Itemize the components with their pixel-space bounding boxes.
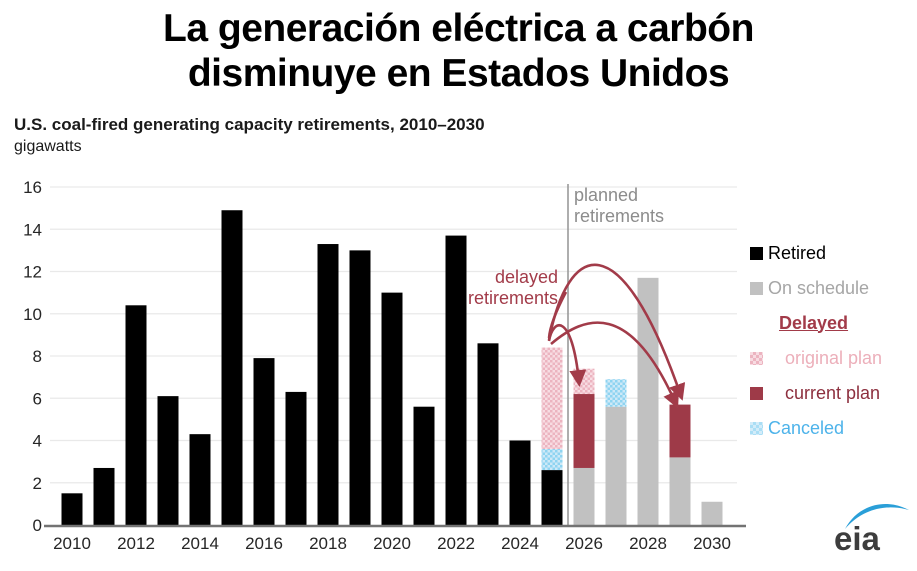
x-axis-tick-label: 2030 — [693, 534, 731, 553]
x-axis-tick-label: 2016 — [245, 534, 283, 553]
legend-item-original-plan: original plan — [750, 346, 882, 370]
delayed-arrow-to-2029-tall — [547, 263, 686, 401]
bar-segment-2026-delayed-current-plan — [573, 394, 595, 468]
y-axis-tick-label: 2 — [33, 474, 42, 493]
bar-segment-2030-on-schedule — [701, 501, 723, 525]
legend-item-label: current plan — [785, 382, 881, 403]
bar-segment-2029-on-schedule — [669, 457, 691, 525]
bar-segment-2020-retired — [381, 292, 403, 525]
planned-annotation-line2: retirements — [574, 206, 665, 226]
y-axis-tick-label: 12 — [23, 263, 42, 282]
current-plan-swatch — [750, 386, 763, 400]
bar-segment-2026-on-schedule — [573, 467, 595, 525]
eia-logo-swoosh-icon — [845, 504, 909, 529]
bar-segment-2027-canceled — [605, 379, 627, 407]
x-axis-tick-label: 2020 — [373, 534, 411, 553]
bar-segment-2027-on-schedule — [605, 406, 627, 525]
delayed-annotation-line1: delayed — [494, 267, 558, 287]
canceled-swatch — [750, 421, 763, 435]
chart-legend: Retired On schedule Delayed original pla… — [750, 241, 882, 440]
y-axis-tick-label: 16 — [23, 178, 42, 197]
bar-segment-2015-retired — [221, 210, 243, 526]
y-axis-unit-label: gigawatts — [14, 138, 82, 155]
bar-segment-2016-retired — [253, 358, 275, 525]
y-axis-tick-label: 0 — [33, 516, 42, 535]
bar-segment-2010-retired — [61, 493, 83, 525]
bar-segment-2014-retired — [189, 434, 211, 525]
delayed-arrow-to-2029 — [550, 321, 679, 409]
bar-segment-2018-retired — [317, 244, 339, 525]
y-axis-tick-label: 14 — [23, 220, 42, 239]
bar-segment-2029-delayed-current-plan — [669, 404, 691, 458]
x-axis-tick-label: 2010 — [53, 534, 91, 553]
x-axis-tick-label: 2022 — [437, 534, 475, 553]
legend-item-delayed-header: Delayed — [750, 311, 882, 335]
eia-logo-text: eia — [834, 520, 880, 557]
y-axis-tick-label: 6 — [33, 389, 42, 408]
bar-segment-2025-retired — [541, 470, 563, 525]
x-axis-tick-label: 2024 — [501, 534, 539, 553]
bar-segment-2025-delayed-original-plan — [541, 347, 563, 449]
legend-item-on-schedule: On schedule — [750, 276, 882, 300]
chart-subtitle: U.S. coal-fired generating capacity reti… — [14, 115, 485, 134]
bar-segment-2022-retired — [445, 235, 467, 525]
original-plan-swatch — [750, 351, 763, 365]
legend-item-label: Delayed — [779, 312, 849, 333]
on-schedule-swatch — [750, 281, 763, 295]
bar-segment-2017-retired — [285, 391, 307, 525]
page-title: La generación eléctrica a carbón disminu… — [0, 6, 917, 96]
planned-annotation-line1: planned — [574, 185, 639, 205]
planned-retirements-annotation: planned retirements — [574, 185, 664, 227]
bar-segment-2024-retired — [509, 440, 531, 525]
bar-segment-2012-retired — [125, 305, 147, 525]
delayed-retirements-annotation: delayed retirements — [468, 267, 558, 309]
legend-item-label: original plan — [785, 347, 883, 368]
bar-segment-2013-retired — [157, 396, 179, 525]
x-axis-tick-label: 2014 — [181, 534, 219, 553]
bar-segment-2025-canceled — [541, 448, 563, 471]
y-axis-tick-label: 8 — [33, 347, 42, 366]
x-axis-tick-label: 2018 — [309, 534, 347, 553]
page-title-line2: disminuye en Estados Unidos — [187, 52, 730, 95]
x-axis-tick-label: 2026 — [565, 534, 603, 553]
y-axis-tick-label: 10 — [23, 305, 42, 324]
bar-segment-2028-on-schedule — [637, 277, 659, 525]
legend-item-label: On schedule — [768, 277, 870, 298]
retired-swatch — [750, 246, 763, 260]
bar-segment-2011-retired — [93, 467, 115, 525]
legend-item-label: Retired — [768, 242, 827, 263]
bar-segment-2019-retired — [349, 250, 371, 525]
bar-segment-2023-retired — [477, 343, 499, 525]
delayed-annotation-line2: retirements — [467, 288, 558, 308]
bar-segment-2021-retired — [413, 406, 435, 525]
eia-logo: eia — [832, 498, 912, 562]
legend-item-canceled: Canceled — [750, 416, 882, 440]
legend-item-retired: Retired — [750, 241, 882, 265]
x-axis-tick-label: 2012 — [117, 534, 155, 553]
y-axis-tick-label: 4 — [33, 432, 42, 451]
legend-item-label: Canceled — [768, 417, 845, 438]
page-title-line1: La generación eléctrica a carbón — [163, 7, 754, 50]
legend-item-current-plan: current plan — [750, 381, 882, 405]
x-axis-tick-label: 2028 — [629, 534, 667, 553]
